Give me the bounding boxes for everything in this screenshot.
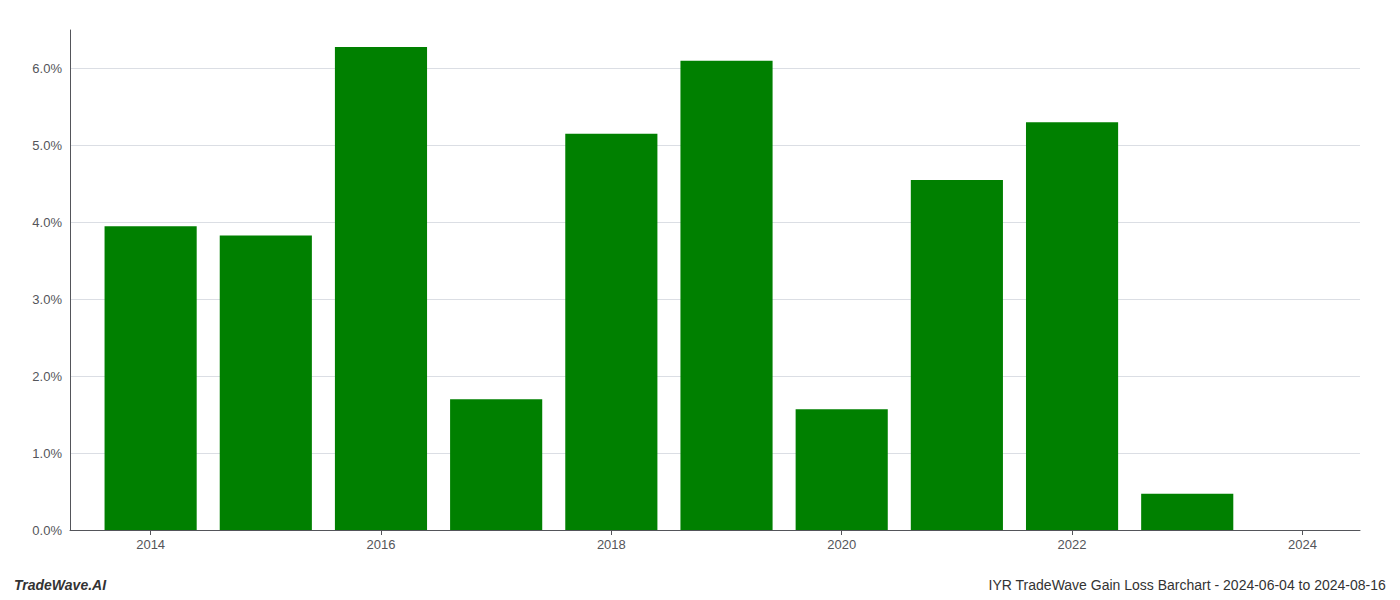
- svg-text:2024: 2024: [1288, 537, 1317, 552]
- svg-text:2016: 2016: [367, 537, 396, 552]
- svg-text:1.0%: 1.0%: [32, 446, 62, 461]
- svg-text:3.0%: 3.0%: [32, 292, 62, 307]
- svg-text:2.0%: 2.0%: [32, 369, 62, 384]
- svg-text:2020: 2020: [827, 537, 856, 552]
- svg-text:6.0%: 6.0%: [32, 61, 62, 76]
- svg-text:4.0%: 4.0%: [32, 215, 62, 230]
- svg-text:TradeWave.AI: TradeWave.AI: [14, 577, 107, 593]
- svg-text:5.0%: 5.0%: [32, 138, 62, 153]
- svg-text:2018: 2018: [597, 537, 626, 552]
- svg-text:0.0%: 0.0%: [32, 523, 62, 538]
- svg-text:2022: 2022: [1058, 537, 1087, 552]
- svg-text:IYR TradeWave Gain Loss Barcha: IYR TradeWave Gain Loss Barchart - 2024-…: [989, 577, 1386, 593]
- svg-text:2014: 2014: [136, 537, 165, 552]
